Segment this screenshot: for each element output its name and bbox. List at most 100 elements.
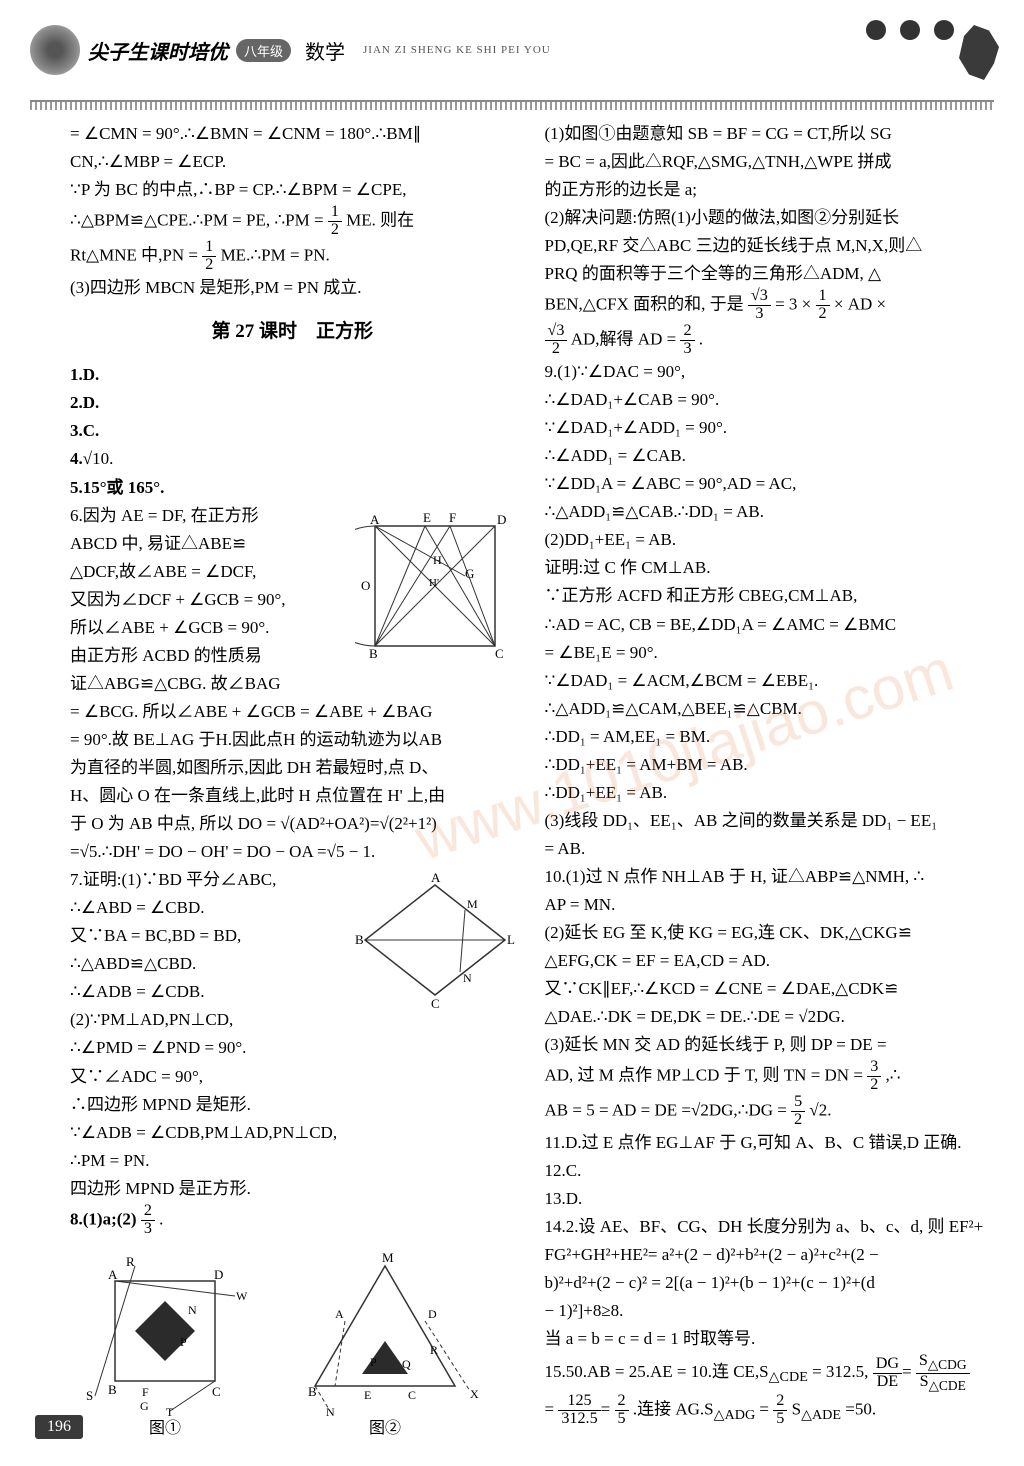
answer-item: 3.C.	[70, 417, 515, 445]
text-line: = AB.	[545, 835, 990, 863]
text-line: ∵∠DAD₁ = ∠ACM,∠BCM = ∠EBE₁.	[545, 667, 990, 695]
svg-text:P: P	[180, 1335, 187, 1349]
fraction: DGDE	[873, 1356, 902, 1391]
text-line: (3)延长 MN 交 AD 的延长线于 P, 则 DP = DE =	[545, 1031, 990, 1059]
text-line: ∴四边形 MPND 是矩形.	[70, 1091, 515, 1119]
text-line: AP = MN.	[545, 891, 990, 919]
text-line: =√5.∴DH' = DO − OH' = DO − OA =√5 − 1.	[70, 838, 515, 866]
content-columns: = ∠CMN = 90°.∴∠BMN = ∠CNM = 180°.∴BM∥ C N…	[0, 110, 1024, 1466]
fraction: 23	[141, 1203, 155, 1238]
svg-text:B: B	[108, 1382, 117, 1397]
svg-text:N: N	[326, 1405, 335, 1416]
svg-text:A: A	[431, 870, 441, 885]
svg-text:B: B	[355, 932, 364, 947]
text-line: AB = 5 = AD = DE =√2DG,∴DG = 52 √2.	[545, 1094, 990, 1129]
figure-1: R A D W N P S B F C G T 图①	[80, 1246, 250, 1442]
answer-item: 1.D.	[70, 361, 515, 389]
text-line: 证明:过 C 作 CM⊥AB.	[545, 554, 990, 582]
text-line: 于 O 为 AB 中点, 所以 DO = √(AD²+OA²)=√(2²+1²)	[70, 810, 515, 838]
text-line: BEN,△CFX 面积的和, 于是 √33 = 3 × 12 × AD ×	[545, 288, 990, 323]
text-line: = 90°.故 BE⊥AG 于H.因此点H 的运动轨迹为以AB	[70, 726, 515, 754]
pinyin-label: JIAN ZI SHENG KE SHI PEI YOU	[363, 44, 551, 56]
text-line: 四边形 MPND 是正方形.	[70, 1175, 515, 1203]
text-line: 证△ABG≌△CBG. 故∠BAG	[70, 670, 515, 698]
text-line: AD, 过 M 点作 MP⊥CD 于 T, 则 TN = DN = 32 ,∴	[545, 1059, 990, 1094]
text-line: Rt△MNE 中,PN = 12 ME.∴PM = PN.	[70, 239, 515, 274]
text-line: ∵正方形 ACFD 和正方形 CBEG,CM⊥AB,	[545, 582, 990, 610]
text-line: H、圆心 O 在一条直线上,此时 H 点位置在 H' 上,由	[70, 782, 515, 810]
text-line: 又∵CK∥EF,∴∠KCD = ∠CNE = ∠DAE,△CDK≌	[545, 975, 990, 1003]
svg-text:B: B	[308, 1384, 317, 1399]
text-line: 11.D.过 E 点作 EG⊥AF 于 G,可知 A、B、C 错误,D 正确.	[545, 1129, 990, 1157]
answer-item: 5.15°或 165°.	[70, 474, 515, 502]
svg-text:C: C	[431, 996, 440, 1010]
subject-label: 数学	[305, 36, 345, 65]
text-line: = 125312.5= 25 .连接 AG.S△ADG = 25 S△ADE =…	[545, 1393, 990, 1428]
fraction: 25	[773, 1393, 787, 1428]
svg-text:G: G	[465, 566, 474, 581]
fraction: 12	[202, 239, 216, 274]
text-line: △EFG,CK = EF = EA,CD = AD.	[545, 947, 990, 975]
text-line: 9.(1)∵∠DAC = 90°,	[545, 358, 990, 386]
text-line: 的正方形的边长是 a;	[545, 176, 990, 204]
figure-row: R A D W N P S B F C G T 图①	[80, 1246, 515, 1442]
text-line: (2)∵PM⊥AD,PN⊥CD,	[70, 1006, 515, 1034]
svg-text:T: T	[166, 1405, 174, 1416]
text-line: 8.(1)a;(2) 23 .	[70, 1203, 515, 1238]
figure-2: M A D P Q R B E C X N 图②	[290, 1246, 480, 1442]
text-line: ∴DD₁+EE₁ = AM+BM = AB.	[545, 751, 990, 779]
text-line: ∴PM = PN.	[70, 1147, 515, 1175]
fraction: 25	[615, 1393, 629, 1428]
svg-text:C: C	[212, 1384, 221, 1399]
text-line: PRQ 的面积等于三个全等的三角形△ADM, △	[545, 260, 990, 288]
svg-text:W: W	[236, 1289, 248, 1303]
svg-text:F: F	[449, 510, 456, 525]
text-line: − 1)²]+8≥8.	[545, 1297, 990, 1325]
text-line: = ∠CMN = 90°.∴∠BMN = ∠CNM = 180°.∴BM∥	[70, 120, 515, 148]
text-line: 13.D.	[545, 1185, 990, 1213]
text-line: ∵∠ADB = ∠CDB,PM⊥AD,PN⊥CD,	[70, 1119, 515, 1147]
figure-rhombus: A M B L N C	[355, 870, 515, 1010]
fraction: 12	[816, 288, 830, 323]
text-line: ∴∠ADD₁ = ∠CAB.	[545, 442, 990, 470]
page-header: 尖子生课时培优 八年级 数学 JIAN ZI SHENG KE SHI PEI …	[0, 0, 1024, 100]
svg-text:D: D	[214, 1267, 223, 1282]
rhombus-diagram: A M B L N C	[355, 870, 515, 1010]
text-line: = BC = a,因此△RQF,△SMG,△TNH,△WPE 拼成	[545, 148, 990, 176]
text-line: ∴△BPM≌△CPE.∴PM = PE, ∴PM = 12 ME. 则在	[70, 204, 515, 239]
text-line: 12.C.	[545, 1157, 990, 1185]
text-line: ∴∠DAD₁+∠CAB = 90°.	[545, 386, 990, 414]
fraction: 125312.5	[558, 1393, 600, 1428]
svg-text:R: R	[126, 1254, 135, 1269]
answer-item: 2.D.	[70, 389, 515, 417]
text-line: ∴DD₁ = AM,EE₁ = BM.	[545, 723, 990, 751]
figure-label: 图①	[80, 1416, 250, 1442]
svg-text:C: C	[408, 1388, 416, 1402]
svg-text:E: E	[364, 1388, 371, 1402]
svg-text:P: P	[370, 1355, 377, 1369]
svg-text:A: A	[370, 512, 380, 527]
book-title: 尖子生课时培优	[88, 36, 228, 65]
text-line: ∵∠DAD₁+∠ADD₁ = 90°.	[545, 414, 990, 442]
text-line: ∴DD₁+EE₁ = AB.	[545, 779, 990, 807]
svg-text:Q: Q	[402, 1357, 411, 1371]
text-line: ∴∠PMD = ∠PND = 90°.	[70, 1034, 515, 1062]
fraction: S△CDGS△CDE	[916, 1353, 970, 1393]
section-title: 第 27 课时 正方形	[70, 316, 515, 347]
square-diagram: A E F D H G H' O B C	[355, 506, 515, 666]
left-column: = ∠CMN = 90°.∴∠BMN = ∠CNM = 180°.∴BM∥ C N…	[70, 120, 515, 1446]
svg-text:M: M	[467, 897, 478, 911]
text-line: 为直径的半圆,如图所示,因此 DH 若最短时,点 D、	[70, 754, 515, 782]
text-line: (2)DD₁+EE₁ = AB.	[545, 526, 990, 554]
text-line: 10.(1)过 N 点作 NH⊥AB 于 H, 证△ABP≌△NMH, ∴	[545, 863, 990, 891]
text-line: 又∵∠ADC = 90°,	[70, 1063, 515, 1091]
text-line: ∴△ADD₁≌△CAB.∴DD₁ = AB.	[545, 498, 990, 526]
text-line: (2)延长 EG 至 K,使 KG = EG,连 CK、DK,△CKG≌	[545, 919, 990, 947]
text-line: √32 AD,解得 AD = 23 .	[545, 323, 990, 358]
svg-text:G: G	[140, 1399, 149, 1413]
svg-text:M: M	[382, 1250, 394, 1265]
fraction: 12	[328, 204, 342, 239]
svg-text:O: O	[361, 578, 370, 593]
fraction: √32	[545, 323, 568, 358]
text-line: 当 a = b = c = d = 1 时取等号.	[545, 1325, 990, 1353]
